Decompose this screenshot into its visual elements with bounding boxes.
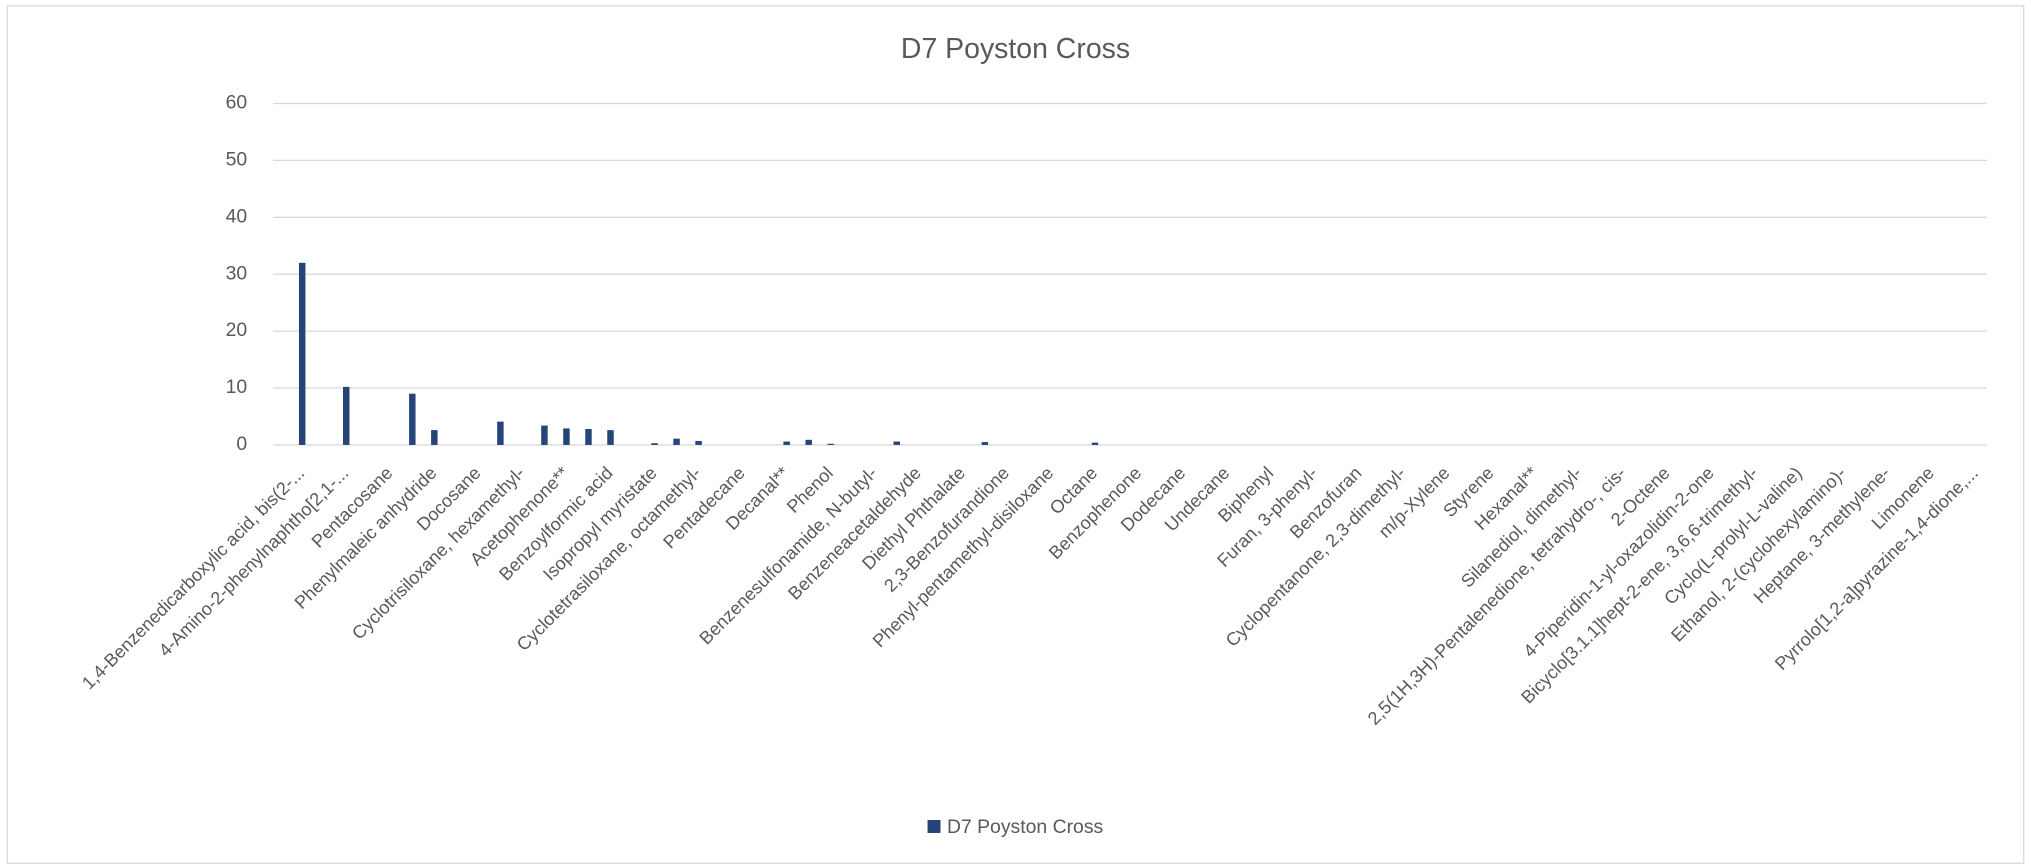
bar xyxy=(563,428,570,445)
bar xyxy=(541,425,548,445)
y-tick-label: 50 xyxy=(226,149,248,171)
bar xyxy=(827,443,834,445)
y-tick-label: 10 xyxy=(226,376,248,398)
y-tick-label: 30 xyxy=(226,262,248,284)
y-tick-label: 20 xyxy=(226,319,248,341)
bar xyxy=(298,262,306,445)
y-tick-label: 0 xyxy=(236,433,247,455)
bar xyxy=(893,441,901,445)
bar xyxy=(409,393,416,445)
bar xyxy=(651,443,658,445)
bar xyxy=(695,440,702,445)
y-tick-label: 60 xyxy=(226,92,248,114)
legend-label: D7 Poyston Cross xyxy=(947,816,1103,838)
chart-border xyxy=(6,5,2025,864)
bar xyxy=(783,441,790,445)
bar xyxy=(431,430,438,445)
bar xyxy=(805,439,812,445)
bar xyxy=(981,442,989,445)
bar xyxy=(585,428,592,445)
y-tick-label: 40 xyxy=(226,205,248,227)
bar xyxy=(673,438,680,445)
bar xyxy=(343,386,350,445)
bar xyxy=(1091,442,1099,445)
legend-swatch xyxy=(927,820,941,833)
bar xyxy=(497,421,504,445)
bar xyxy=(607,430,614,445)
chart-title: D7 Poyston Cross xyxy=(901,33,1130,65)
